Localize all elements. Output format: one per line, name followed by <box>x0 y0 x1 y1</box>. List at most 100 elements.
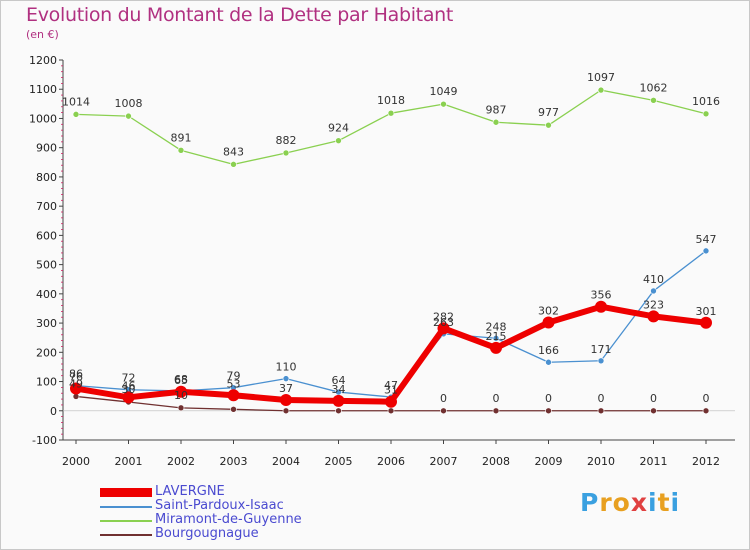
point-bourgougnague <box>282 407 290 415</box>
data-label-miramont-de-guyenne: 1008 <box>115 97 143 110</box>
logo-letter: r <box>599 488 613 517</box>
data-label-lavergne: 215 <box>486 330 507 343</box>
data-label-miramont-de-guyenne: 1049 <box>430 85 458 98</box>
point-miramont-de-guyenne <box>597 86 605 94</box>
axes: -100010020030040050060070080090010001100… <box>29 54 735 468</box>
point-miramont-de-guyenne <box>125 112 132 120</box>
data-label-lavergne: 31 <box>384 384 398 397</box>
point-bourgougnague <box>597 407 605 415</box>
x-tick-label: 2003 <box>220 455 248 468</box>
data-label-miramont-de-guyenne: 987 <box>486 103 507 116</box>
data-label-lavergne: 65 <box>174 374 188 387</box>
data-label-saint-pardoux-isaac: 72 <box>122 372 136 385</box>
data-label-miramont-de-guyenne: 1014 <box>62 95 90 108</box>
data-label-bourgougnague: 0 <box>545 392 552 405</box>
line-chart: -100010020030040050060070080090010001100… <box>29 54 735 468</box>
point-saint-pardoux-isaac <box>702 247 710 255</box>
data-label-bourgougnague: 0 <box>440 392 447 405</box>
data-label-saint-pardoux-isaac: 410 <box>643 273 664 286</box>
x-tick-label: 2006 <box>377 455 405 468</box>
point-lavergne <box>122 391 135 404</box>
y-tick-label: 500 <box>36 259 57 272</box>
x-tick-label: 2007 <box>430 455 458 468</box>
y-tick-label: -100 <box>32 434 57 447</box>
data-label-lavergne: 76 <box>69 371 83 384</box>
data-label-saint-pardoux-isaac: 110 <box>276 361 297 374</box>
data-label-miramont-de-guyenne: 882 <box>276 134 297 147</box>
point-miramont-de-guyenne <box>230 161 237 168</box>
logo-letter: o <box>612 488 631 517</box>
point-lavergne <box>280 393 292 406</box>
point-saint-pardoux-isaac <box>597 357 605 365</box>
y-tick-label: 600 <box>36 229 57 242</box>
legend-label-miramont-de-guyenne: Miramont-de-Guyenne <box>155 512 302 527</box>
point-lavergne <box>700 316 712 329</box>
point-lavergne <box>385 395 397 408</box>
series-layer <box>70 86 712 415</box>
legend: LAVERGNE Saint-Pardoux-Isaac Miramont-de… <box>100 484 430 542</box>
data-label-lavergne: 37 <box>279 382 293 395</box>
data-label-miramont-de-guyenne: 1097 <box>587 71 615 84</box>
data-label-lavergne: 323 <box>643 298 664 311</box>
legend-label-saint-pardoux-isaac: Saint-Pardoux-Isaac <box>155 498 284 513</box>
x-tick-label: 2011 <box>640 455 668 468</box>
y-tick-label: 300 <box>36 317 57 330</box>
legend-swatch-miramont-de-guyenne <box>100 520 152 522</box>
data-label-miramont-de-guyenne: 1016 <box>692 95 720 108</box>
legend-item-bourgougnague: Bourgougnague <box>100 526 430 542</box>
y-tick-label: 900 <box>36 142 57 155</box>
logo-letter: t <box>657 488 671 517</box>
point-bourgougnague <box>177 404 185 412</box>
point-lavergne <box>595 300 607 313</box>
x-tick-label: 2001 <box>115 455 143 468</box>
data-label-bourgougnague: 0 <box>703 392 710 405</box>
data-label-saint-pardoux-isaac: 171 <box>591 343 612 356</box>
point-saint-pardoux-isaac <box>650 287 657 295</box>
x-tick-label: 2010 <box>587 455 615 468</box>
data-label-bourgougnague: 0 <box>493 392 500 405</box>
x-tick-label: 2002 <box>167 455 195 468</box>
legend-label-bourgougnague: Bourgougnague <box>155 526 259 541</box>
point-lavergne <box>542 316 555 329</box>
point-lavergne <box>332 394 345 407</box>
x-tick-label: 2005 <box>325 455 353 468</box>
y-tick-label: 800 <box>36 171 57 184</box>
data-label-saint-pardoux-isaac: 47 <box>384 379 398 392</box>
point-lavergne <box>437 322 450 335</box>
data-label-saint-pardoux-isaac: 547 <box>696 233 717 246</box>
data-label-miramont-de-guyenne: 1062 <box>640 81 668 94</box>
data-label-lavergne: 34 <box>332 383 346 396</box>
point-miramont-de-guyenne <box>282 149 290 157</box>
point-lavergne <box>647 310 660 323</box>
data-label-saint-pardoux-isaac: 68 <box>174 373 188 386</box>
y-tick-label: 100 <box>36 376 57 389</box>
point-miramont-de-guyenne <box>492 118 500 126</box>
data-label-bourgougnague: 0 <box>650 392 657 405</box>
point-bourgougnague <box>492 407 500 415</box>
data-label-miramont-de-guyenne: 891 <box>171 131 192 144</box>
point-lavergne <box>227 389 240 402</box>
chart-subtitle: (en €) <box>26 28 59 41</box>
point-bourgougnague <box>230 406 237 413</box>
point-miramont-de-guyenne <box>650 97 657 104</box>
y-tick-label: 1200 <box>29 54 57 67</box>
point-miramont-de-guyenne <box>387 109 395 117</box>
point-miramont-de-guyenne <box>335 137 342 144</box>
point-miramont-de-guyenne <box>177 147 185 154</box>
x-tick-label: 2009 <box>535 455 563 468</box>
data-label-saint-pardoux-isaac: 86 <box>69 368 83 381</box>
point-bourgougnague <box>440 407 447 415</box>
x-tick-label: 2004 <box>272 455 300 468</box>
data-label-saint-pardoux-isaac: 248 <box>486 320 507 333</box>
data-label-saint-pardoux-isaac: 64 <box>332 374 346 387</box>
logo-letter: i <box>648 488 658 517</box>
chart-title: Evolution du Montant de la Dette par Hab… <box>26 4 454 26</box>
legend-swatch-saint-pardoux-isaac <box>100 506 152 508</box>
data-label-lavergne: 302 <box>538 304 559 317</box>
data-label-lavergne: 356 <box>591 289 612 302</box>
point-miramont-de-guyenne <box>440 100 447 108</box>
logo-letter: i <box>670 488 681 517</box>
legend-swatch-bourgougnague <box>100 534 152 536</box>
y-tick-label: 0 <box>50 405 57 418</box>
point-bourgougnague <box>387 407 395 415</box>
